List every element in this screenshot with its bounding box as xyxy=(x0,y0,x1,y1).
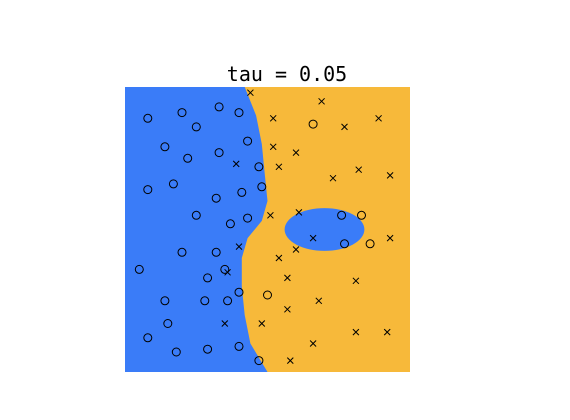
scatter-point-x xyxy=(352,277,360,285)
scatter-point-x xyxy=(329,174,337,182)
scatter-point-o xyxy=(223,296,233,306)
scatter-point-x xyxy=(292,246,300,253)
scatter-point-o xyxy=(254,356,264,366)
scatter-point-o xyxy=(337,210,347,220)
scatter-point-o xyxy=(143,185,153,195)
scatter-point-o xyxy=(211,247,221,257)
scatter-point-x xyxy=(341,123,348,131)
scatter-point-x xyxy=(318,97,325,105)
scatter-point-o xyxy=(263,290,272,300)
scatter-point-o xyxy=(365,239,375,249)
scatter-point-x xyxy=(383,328,391,336)
scatter-point-x xyxy=(309,340,317,347)
scatter-point-x xyxy=(221,320,229,327)
scatter-point-x xyxy=(292,149,300,156)
scatter-point-o xyxy=(234,108,244,118)
scatter-point-o xyxy=(340,239,349,249)
scatter-point-x xyxy=(386,172,394,179)
scatter-point-x xyxy=(224,268,231,276)
scatter-point-x xyxy=(352,328,360,336)
scatter-point-x xyxy=(258,320,266,327)
scatter-point-x xyxy=(275,254,283,262)
scatter-point-x xyxy=(309,234,317,242)
scatter-point-o xyxy=(203,273,213,283)
scatter-point-o xyxy=(225,219,235,229)
plot-area xyxy=(125,87,410,372)
scatter-point-x xyxy=(267,211,274,219)
scatter-point-x xyxy=(235,243,243,250)
scatter-point-o xyxy=(257,182,267,192)
scatter-point-x xyxy=(232,160,240,168)
scatter-point-o xyxy=(191,122,201,132)
scatter-point-x xyxy=(275,163,283,171)
scatter-point-x xyxy=(375,114,382,122)
scatter-point-o xyxy=(243,213,253,223)
scatter-point-o xyxy=(177,247,187,257)
scatter-point-o xyxy=(177,108,187,118)
scatter-point-x xyxy=(284,305,291,313)
scatter-point-x xyxy=(315,297,323,305)
scatter-point-o xyxy=(171,347,181,357)
scatter-point-x xyxy=(386,234,394,242)
scatter-point-o xyxy=(163,319,173,328)
scatter-point-o xyxy=(168,179,178,189)
chart-title: tau = 0.05 xyxy=(227,62,347,86)
scatter-point-o xyxy=(203,344,213,354)
scatter-point-o xyxy=(160,142,170,152)
scatter-point-x xyxy=(269,114,277,122)
scatter-point-o xyxy=(214,102,224,112)
scatter-point-o xyxy=(143,113,153,123)
scatter-point-o xyxy=(214,148,224,158)
scatter-point-o xyxy=(357,210,366,220)
scatter-point-x xyxy=(286,357,294,364)
scatter-point-x xyxy=(269,143,277,151)
scatter-point-o xyxy=(254,162,264,172)
scatter-point-o xyxy=(234,341,244,351)
markers-layer xyxy=(134,89,394,366)
scatter-point-x xyxy=(295,209,303,216)
scatter-point-o xyxy=(220,264,230,274)
scatter-point-o xyxy=(211,193,221,203)
scatter-point-x xyxy=(247,89,254,97)
scatter-point-o xyxy=(237,187,247,197)
scatter-point-o xyxy=(183,153,193,163)
scatter-point-x xyxy=(355,166,363,174)
scatter-point-o xyxy=(191,210,201,220)
scatter-point-o xyxy=(160,296,170,306)
class-o-region xyxy=(125,87,268,372)
scatter-point-o xyxy=(200,296,210,306)
scatter-point-x xyxy=(284,274,291,282)
scatter-point-o xyxy=(308,119,318,129)
scatter-point-o xyxy=(243,136,253,146)
scatter-point-o xyxy=(143,333,153,343)
scatter-point-o xyxy=(234,287,244,297)
scatter-point-o xyxy=(134,264,144,274)
